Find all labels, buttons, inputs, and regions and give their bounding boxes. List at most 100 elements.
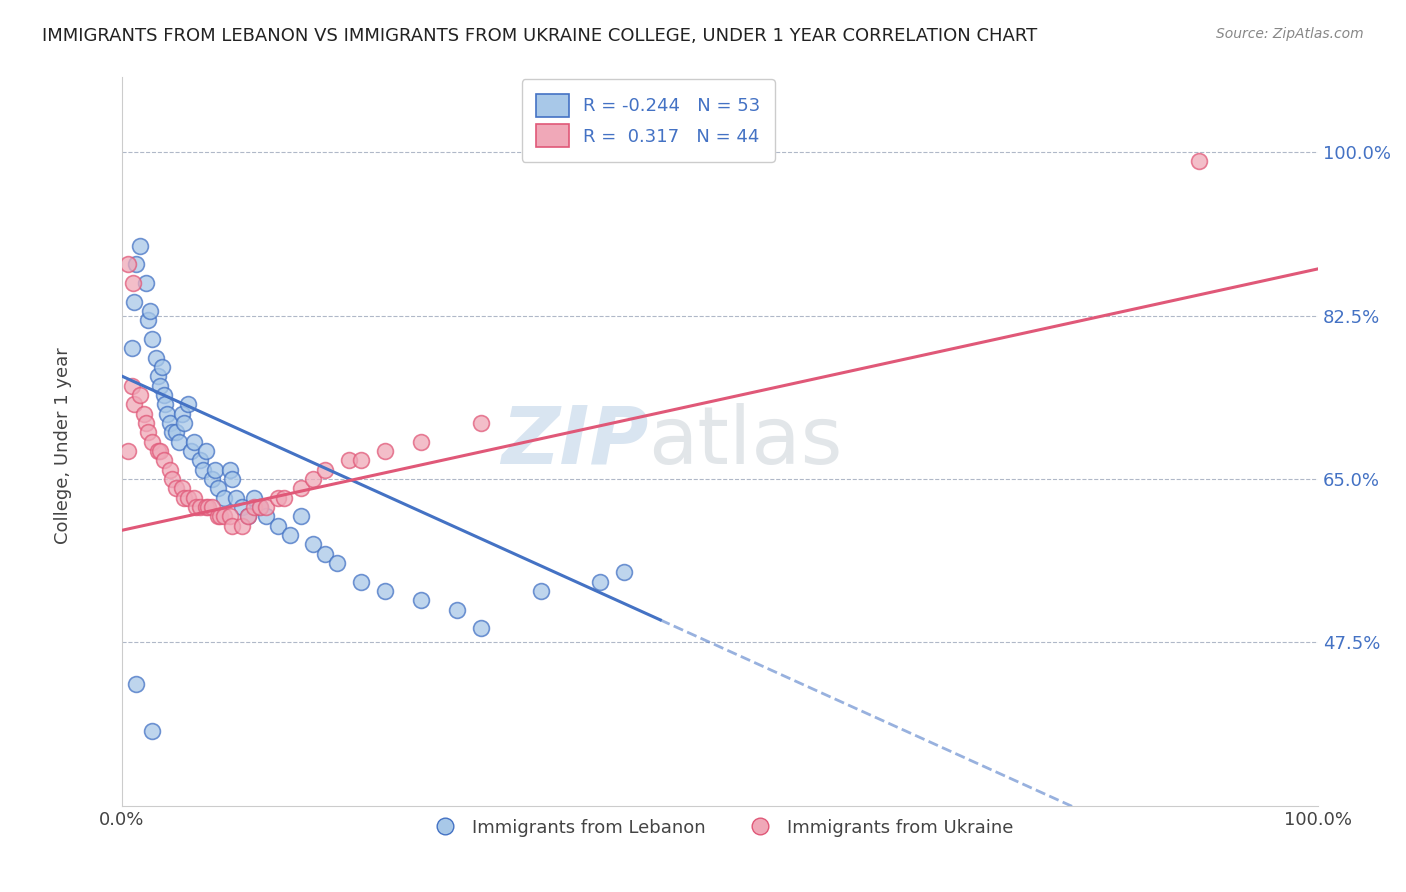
Point bbox=[470, 621, 492, 635]
Point bbox=[278, 528, 301, 542]
Point bbox=[149, 378, 172, 392]
Point bbox=[266, 491, 288, 505]
Point bbox=[302, 537, 325, 551]
Point bbox=[165, 481, 187, 495]
Point bbox=[141, 724, 163, 739]
Point bbox=[145, 351, 167, 365]
Point bbox=[153, 453, 176, 467]
Point bbox=[218, 462, 240, 476]
Point bbox=[242, 491, 264, 505]
Point bbox=[613, 566, 636, 580]
Point bbox=[207, 509, 229, 524]
Point bbox=[170, 407, 193, 421]
Point bbox=[153, 388, 176, 402]
Point bbox=[589, 574, 612, 589]
Point bbox=[236, 509, 259, 524]
Point bbox=[183, 491, 205, 505]
Point bbox=[138, 313, 160, 327]
Point bbox=[121, 276, 143, 290]
Point bbox=[135, 276, 157, 290]
Point bbox=[162, 472, 184, 486]
Legend: Immigrants from Lebanon, Immigrants from Ukraine: Immigrants from Lebanon, Immigrants from… bbox=[419, 812, 1021, 844]
Point bbox=[162, 425, 184, 440]
Point bbox=[249, 500, 271, 514]
Point bbox=[138, 303, 160, 318]
Point bbox=[350, 453, 373, 467]
Point bbox=[117, 444, 139, 458]
Point bbox=[221, 472, 243, 486]
Point bbox=[197, 500, 219, 514]
Point bbox=[273, 491, 295, 505]
Point bbox=[409, 593, 432, 607]
Point bbox=[194, 444, 217, 458]
Point bbox=[314, 547, 336, 561]
Point bbox=[117, 257, 139, 271]
Point bbox=[156, 407, 179, 421]
Point bbox=[177, 397, 200, 411]
Point bbox=[159, 416, 181, 430]
Point bbox=[201, 472, 224, 486]
Point bbox=[204, 462, 226, 476]
Point bbox=[374, 444, 396, 458]
Point bbox=[290, 509, 312, 524]
Text: Source: ZipAtlas.com: Source: ZipAtlas.com bbox=[1216, 27, 1364, 41]
Point bbox=[183, 434, 205, 449]
Point bbox=[169, 434, 191, 449]
Point bbox=[194, 500, 217, 514]
Point bbox=[141, 332, 163, 346]
Point bbox=[146, 369, 169, 384]
Point bbox=[326, 556, 349, 570]
Point bbox=[150, 359, 173, 374]
Point bbox=[221, 518, 243, 533]
Point bbox=[170, 481, 193, 495]
Point bbox=[470, 416, 492, 430]
Text: ZIP: ZIP bbox=[501, 402, 648, 481]
Point bbox=[121, 378, 143, 392]
Point bbox=[1187, 154, 1209, 169]
Point bbox=[231, 518, 253, 533]
Point bbox=[173, 416, 195, 430]
Point bbox=[314, 462, 336, 476]
Text: atlas: atlas bbox=[648, 402, 842, 481]
Point bbox=[159, 462, 181, 476]
Point bbox=[249, 500, 271, 514]
Point bbox=[121, 341, 143, 355]
Point bbox=[236, 509, 259, 524]
Point bbox=[125, 257, 148, 271]
Point bbox=[446, 602, 468, 616]
Point bbox=[129, 388, 152, 402]
Point bbox=[193, 462, 215, 476]
Point bbox=[254, 509, 277, 524]
Point bbox=[266, 518, 288, 533]
Point bbox=[290, 481, 312, 495]
Point bbox=[374, 584, 396, 599]
Point bbox=[125, 677, 148, 691]
Point bbox=[135, 416, 157, 430]
Point bbox=[146, 444, 169, 458]
Point bbox=[165, 425, 187, 440]
Point bbox=[254, 500, 277, 514]
Point bbox=[209, 509, 232, 524]
Point bbox=[153, 397, 176, 411]
Point bbox=[129, 238, 152, 252]
Point bbox=[138, 425, 160, 440]
Point bbox=[530, 584, 553, 599]
Point bbox=[242, 500, 264, 514]
Point bbox=[141, 434, 163, 449]
Point bbox=[149, 444, 172, 458]
Point bbox=[409, 434, 432, 449]
Point bbox=[132, 407, 155, 421]
Point bbox=[225, 491, 247, 505]
Point bbox=[212, 491, 235, 505]
Point bbox=[188, 453, 211, 467]
Point bbox=[177, 491, 200, 505]
Point bbox=[231, 500, 253, 514]
Point bbox=[180, 444, 202, 458]
Point bbox=[122, 397, 145, 411]
Point bbox=[188, 500, 211, 514]
Point bbox=[337, 453, 360, 467]
Point bbox=[173, 491, 195, 505]
Point bbox=[218, 509, 240, 524]
Point bbox=[350, 574, 373, 589]
Point bbox=[201, 500, 224, 514]
